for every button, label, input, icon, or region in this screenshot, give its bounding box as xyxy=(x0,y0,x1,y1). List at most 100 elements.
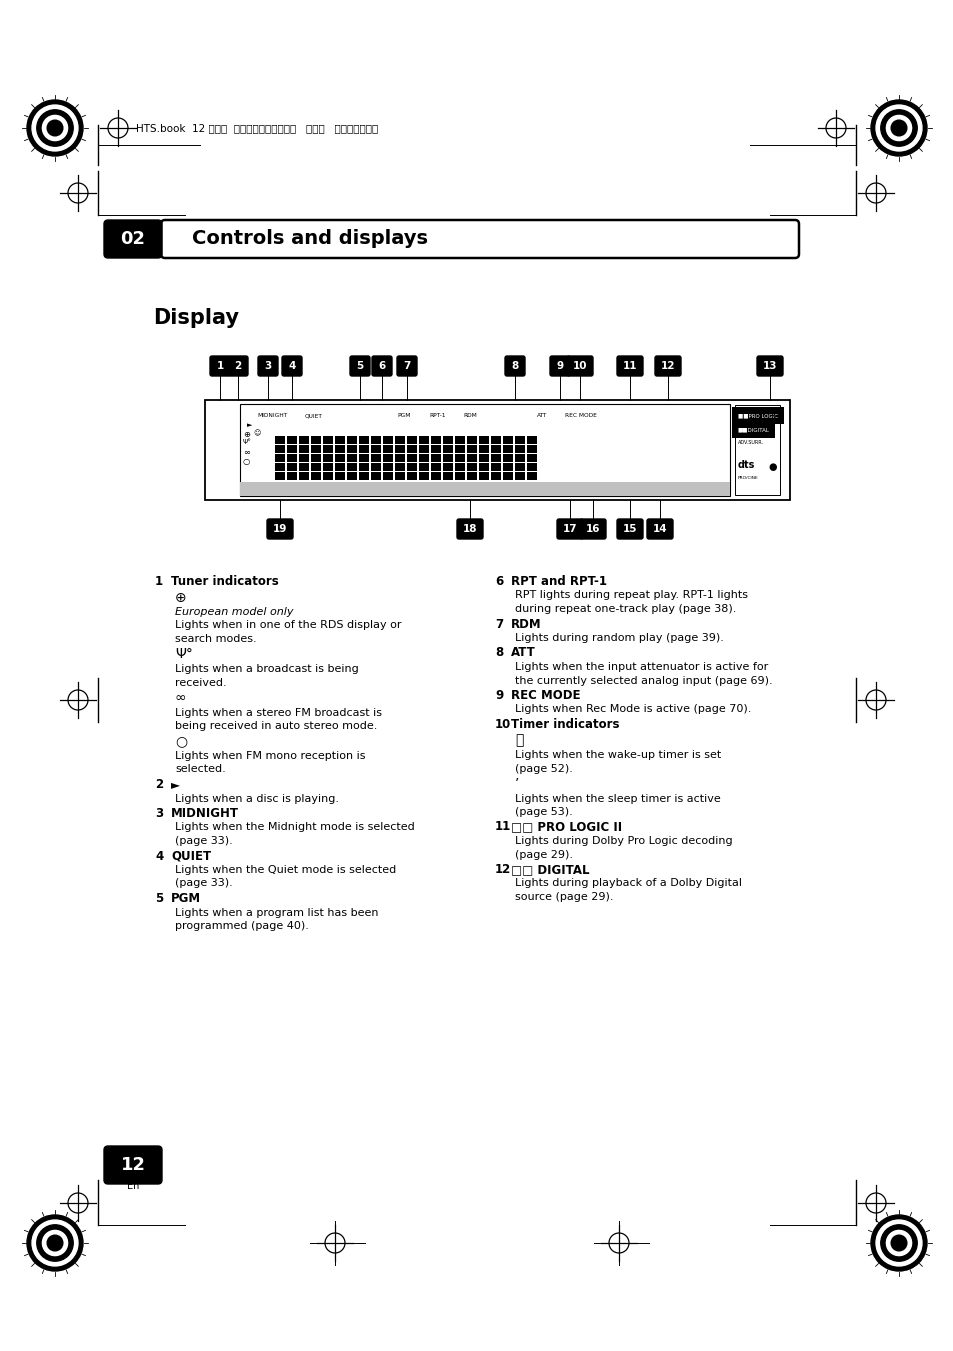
Bar xyxy=(358,471,369,480)
Circle shape xyxy=(885,115,911,141)
Circle shape xyxy=(890,120,906,136)
Text: (page 29).: (page 29). xyxy=(515,850,573,859)
Text: ⊕: ⊕ xyxy=(243,430,250,439)
Text: 6: 6 xyxy=(495,576,503,588)
Circle shape xyxy=(47,1235,63,1251)
Text: 2: 2 xyxy=(234,361,241,372)
Bar xyxy=(478,463,489,471)
Bar xyxy=(371,436,380,444)
Bar xyxy=(240,404,729,496)
Bar xyxy=(335,444,345,453)
Bar xyxy=(358,463,369,471)
Text: REC MODE: REC MODE xyxy=(564,413,597,417)
FancyBboxPatch shape xyxy=(757,357,782,376)
Text: 14: 14 xyxy=(652,524,666,534)
Text: RDM: RDM xyxy=(462,413,476,417)
Bar xyxy=(526,436,537,444)
Text: Lights when the sleep timer is active: Lights when the sleep timer is active xyxy=(515,793,720,804)
Text: 1: 1 xyxy=(216,361,223,372)
Bar xyxy=(382,454,393,462)
Bar xyxy=(526,444,537,453)
Text: programmed (page 40).: programmed (page 40). xyxy=(174,921,309,931)
Bar xyxy=(526,471,537,480)
Bar xyxy=(502,444,513,453)
FancyBboxPatch shape xyxy=(282,357,302,376)
Bar xyxy=(478,444,489,453)
Text: Timer indicators: Timer indicators xyxy=(511,717,618,731)
Bar xyxy=(502,454,513,462)
Bar xyxy=(526,454,537,462)
Bar xyxy=(371,454,380,462)
Bar xyxy=(467,463,476,471)
Text: ATT: ATT xyxy=(537,413,547,417)
FancyBboxPatch shape xyxy=(228,357,248,376)
Bar xyxy=(274,463,285,471)
Bar xyxy=(407,444,416,453)
Text: 2: 2 xyxy=(154,778,163,790)
Bar xyxy=(358,436,369,444)
Bar xyxy=(418,471,429,480)
Bar xyxy=(347,436,356,444)
Text: Ψ°: Ψ° xyxy=(174,647,193,662)
Text: source (page 29).: source (page 29). xyxy=(515,892,613,902)
Text: Ψ°: Ψ° xyxy=(243,439,252,444)
FancyBboxPatch shape xyxy=(372,357,392,376)
Text: Lights when the input attenuator is active for: Lights when the input attenuator is acti… xyxy=(515,662,767,671)
Text: REC MODE: REC MODE xyxy=(511,689,579,703)
Text: 13: 13 xyxy=(762,361,777,372)
Bar xyxy=(382,444,393,453)
Bar xyxy=(371,444,380,453)
Text: ♫: ♫ xyxy=(767,415,778,426)
Bar xyxy=(311,444,320,453)
Circle shape xyxy=(890,1235,906,1251)
FancyBboxPatch shape xyxy=(557,519,582,539)
Text: 4: 4 xyxy=(288,361,295,372)
Text: 9: 9 xyxy=(556,361,563,372)
Text: ATT: ATT xyxy=(511,647,536,659)
Text: dts: dts xyxy=(738,459,755,470)
Bar xyxy=(287,436,296,444)
Bar xyxy=(467,444,476,453)
Text: Lights when a program list has been: Lights when a program list has been xyxy=(174,908,378,917)
Bar xyxy=(407,436,416,444)
Circle shape xyxy=(885,1231,911,1255)
Text: En: En xyxy=(127,1181,139,1192)
Bar xyxy=(311,471,320,480)
Text: □□ PRO LOGIC II: □□ PRO LOGIC II xyxy=(511,820,621,834)
Text: 10: 10 xyxy=(495,717,511,731)
Circle shape xyxy=(870,100,926,155)
Bar xyxy=(395,471,405,480)
Bar xyxy=(431,454,440,462)
Text: 6: 6 xyxy=(378,361,385,372)
Text: 7: 7 xyxy=(495,617,502,631)
Bar xyxy=(407,463,416,471)
Circle shape xyxy=(880,109,916,146)
Bar xyxy=(467,436,476,444)
Text: 8: 8 xyxy=(495,647,503,659)
Text: ■■PRO LOGIC: ■■PRO LOGIC xyxy=(738,413,778,417)
Text: ■■DIGITAL: ■■DIGITAL xyxy=(738,427,769,432)
Bar xyxy=(274,454,285,462)
Bar xyxy=(431,436,440,444)
Bar xyxy=(323,444,333,453)
Bar xyxy=(734,405,780,494)
FancyBboxPatch shape xyxy=(267,519,293,539)
Bar xyxy=(431,471,440,480)
Bar xyxy=(382,463,393,471)
Text: 19: 19 xyxy=(273,524,287,534)
Bar xyxy=(491,436,500,444)
Text: ⏰: ⏰ xyxy=(515,734,523,747)
Bar xyxy=(358,444,369,453)
Bar xyxy=(502,436,513,444)
Bar xyxy=(205,400,789,500)
Text: 12: 12 xyxy=(120,1156,146,1174)
Bar xyxy=(442,471,453,480)
Bar xyxy=(478,454,489,462)
Text: □□ DIGITAL: □□ DIGITAL xyxy=(511,863,589,875)
Bar xyxy=(287,463,296,471)
Text: 12: 12 xyxy=(495,863,511,875)
Bar xyxy=(335,471,345,480)
Circle shape xyxy=(37,109,73,146)
Bar xyxy=(298,444,309,453)
Text: ☺: ☺ xyxy=(253,430,260,436)
